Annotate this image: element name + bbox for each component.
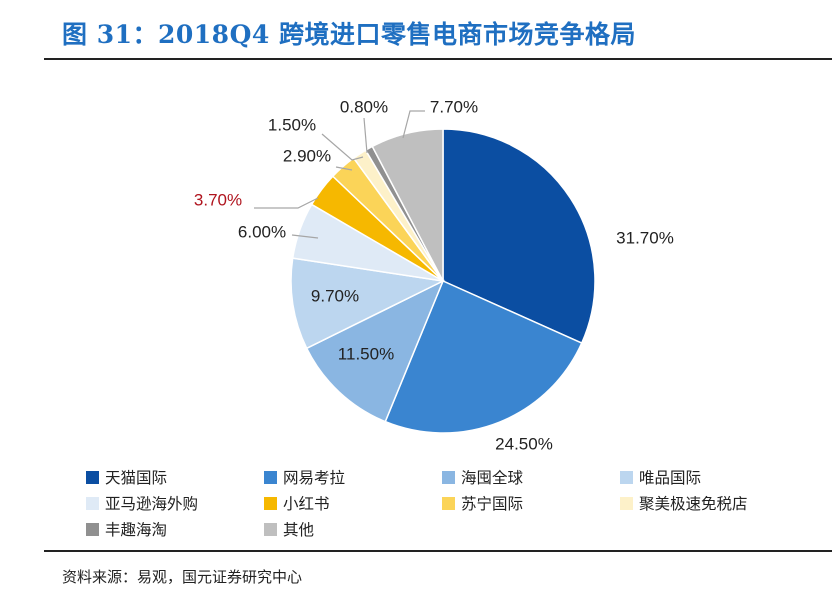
- legend-item-唯品国际: 唯品国际: [620, 466, 820, 488]
- legend: 天猫国际 网易考拉 海囤全球 唯品国际亚马逊海外购 小红书 苏宁国际 聚美极速免税店丰趣海淘…: [86, 466, 826, 540]
- value-label-其他: 7.70%: [430, 97, 478, 116]
- value-label-苏宁国际: 2.90%: [283, 146, 331, 165]
- legend-item-网易考拉: 网易考拉: [264, 466, 442, 488]
- title-divider: [44, 58, 832, 60]
- leader-line-苏宁国际: [335, 166, 353, 171]
- legend-item-聚美极速免税店: 聚美极速免税店: [620, 492, 820, 514]
- legend-item-海囤全球: 海囤全球: [442, 466, 620, 488]
- figure-title: 图 31：2018Q4 跨境进口零售电商市场竞争格局: [62, 20, 636, 49]
- value-label-小红书: 3.70%: [194, 190, 242, 209]
- legend-swatch: [264, 470, 277, 484]
- legend-swatch: [86, 496, 99, 510]
- value-label-天猫国际: 31.70%: [616, 228, 674, 247]
- legend-item-丰趣海淘: 丰趣海淘: [86, 518, 264, 540]
- legend-swatch: [264, 522, 277, 536]
- legend-swatch: [86, 470, 99, 484]
- pie-slice-其他: [371, 128, 444, 282]
- legend-swatch: [86, 522, 99, 536]
- leader-lines: [254, 110, 425, 239]
- value-label-海囤全球: 11.50%: [338, 344, 394, 363]
- legend-label: 小红书: [283, 495, 330, 513]
- legend-label: 苏宁国际: [461, 495, 524, 513]
- source-note: 资料来源：易观，国元证券研究中心: [62, 568, 303, 586]
- legend-label: 其他: [283, 521, 315, 539]
- legend-swatch: [620, 470, 633, 484]
- legend-item-亚马逊海外购: 亚马逊海外购: [86, 492, 264, 514]
- legend-swatch: [442, 496, 455, 510]
- value-label-聚美极速免税店: 1.50%: [268, 115, 316, 134]
- legend-label: 聚美极速免税店: [639, 495, 748, 513]
- legend-label: 丰趣海淘: [105, 521, 168, 539]
- pie-slice-网易考拉: [384, 279, 583, 434]
- legend-swatch: [442, 470, 455, 484]
- legend-swatch: [264, 496, 277, 510]
- value-labels: 31.70% 24.50% 11.50% 9.70% 6.00% 3.70% 2.90% 1.…: [194, 97, 674, 453]
- legend-label: 唯品国际: [639, 469, 702, 487]
- value-label-亚马逊海外购: 6.00%: [238, 222, 286, 241]
- pie-slices: [290, 128, 596, 434]
- pie-slice-天猫国际: [442, 128, 596, 345]
- value-label-网易考拉: 24.50%: [495, 434, 553, 453]
- legend-swatch: [620, 496, 633, 510]
- leader-line-聚美极速免税店: [321, 133, 364, 161]
- leader-line-其他: [402, 110, 425, 139]
- legend-item-苏宁国际: 苏宁国际: [442, 492, 620, 514]
- legend-label: 天猫国际: [105, 469, 168, 487]
- pie-slice-唯品国际: [290, 257, 446, 350]
- legend-label: 海囤全球: [461, 469, 524, 487]
- leader-line-丰趣海淘: [363, 117, 368, 154]
- legend-label: 网易考拉: [283, 469, 346, 487]
- source-divider: [44, 550, 832, 552]
- legend-item-小红书: 小红书: [264, 492, 442, 514]
- pie-slice-海囤全球: [305, 279, 445, 423]
- pie-chart: 31.70% 24.50% 11.50% 9.70% 6.00% 3.70% 2.90% 1.…: [194, 97, 674, 453]
- legend-item-其他: 其他: [264, 518, 442, 540]
- legend-label: 亚马逊海外购: [105, 495, 199, 513]
- value-label-唯品国际: 9.70%: [311, 286, 359, 305]
- leader-line-小红书: [254, 197, 319, 209]
- value-label-丰趣海淘: 0.80%: [340, 97, 388, 116]
- leader-line-亚马逊海外购: [291, 234, 319, 239]
- legend-item-天猫国际: 天猫国际: [86, 466, 264, 488]
